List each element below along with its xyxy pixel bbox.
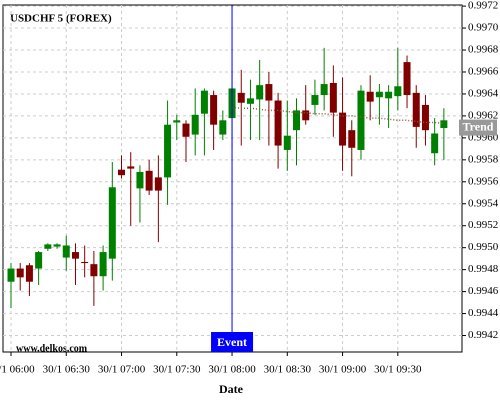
- x-tick-label: 30/1 09:30: [374, 364, 422, 376]
- y-tick-label: 0.9968: [468, 44, 499, 56]
- y-tick-label: 0.9944: [468, 307, 499, 319]
- y-tick-label: 0.9964: [468, 87, 499, 99]
- x-tick-label: 30/1 08:30: [264, 364, 312, 376]
- x-tick-label: 30/1 07:00: [98, 364, 146, 376]
- candle-body: [35, 252, 43, 269]
- y-tick-label: 0.9942: [468, 329, 498, 341]
- candle-body: [164, 124, 172, 178]
- candle-body: [191, 114, 199, 135]
- candle-body: [311, 95, 319, 105]
- watermark: www.delkos.com: [16, 343, 88, 354]
- candle-body: [62, 245, 70, 258]
- candle-body: [44, 244, 52, 249]
- chart-title: USDCHF 5 (FOREX): [10, 13, 112, 25]
- y-tick-label: 0.9972: [468, 0, 498, 12]
- x-tick-label: 30/1 07:30: [153, 364, 201, 376]
- x-tick-label: 30/1 08:00: [208, 364, 256, 376]
- candle-body: [431, 133, 439, 154]
- y-tick-label: 0.9970: [468, 22, 499, 34]
- candle-body: [127, 166, 135, 169]
- candle-body: [293, 110, 301, 131]
- candle-body: [7, 268, 15, 282]
- y-tick-label: 0.9952: [468, 219, 498, 231]
- candle-body: [265, 84, 273, 101]
- candle-body: [25, 265, 33, 282]
- candle-body: [357, 90, 365, 150]
- candle-body: [53, 244, 61, 247]
- event-box: [211, 332, 254, 352]
- candle-body: [71, 252, 79, 259]
- x-tick-label: 30/1 06:00: [0, 364, 35, 376]
- candle-body: [210, 95, 218, 125]
- y-tick-label: 0.9948: [468, 263, 499, 275]
- candle-body: [90, 264, 98, 277]
- event-label: Event: [217, 335, 247, 349]
- candle-body: [283, 135, 291, 150]
- candle-body: [320, 84, 328, 96]
- candle-body: [16, 268, 24, 278]
- candle-body: [385, 91, 393, 99]
- candle-body: [329, 82, 337, 113]
- y-tick-label: 0.9956: [468, 175, 499, 187]
- y-tick-label: 0.9946: [468, 285, 499, 297]
- candle-body: [154, 177, 162, 191]
- candle-body: [339, 112, 347, 146]
- x-tick-label: 30/1 06:30: [43, 364, 91, 376]
- x-axis-label: Date: [219, 382, 244, 396]
- candle-body: [302, 110, 310, 121]
- candle-body: [219, 120, 227, 135]
- y-tick-label: 0.9954: [468, 197, 499, 209]
- candle-body: [366, 91, 374, 102]
- y-tick-label: 0.9966: [468, 66, 499, 78]
- candle-body: [136, 171, 144, 189]
- candle-body: [246, 98, 254, 104]
- candle-body: [108, 187, 116, 259]
- trend-line: [231, 106, 444, 125]
- candle-body: [412, 92, 420, 127]
- candle-body: [182, 123, 190, 137]
- candle-body: [81, 261, 89, 264]
- candle-body: [118, 169, 126, 176]
- candle-body: [99, 252, 107, 277]
- candle-body: [421, 104, 429, 131]
- y-tick-label: 0.9950: [468, 241, 499, 253]
- candle-body: [145, 170, 153, 191]
- candle-body: [403, 62, 411, 96]
- y-tick-label: 0.9962: [468, 109, 498, 121]
- x-tick-label: 30/1 09:00: [319, 364, 367, 376]
- candle-body: [237, 92, 245, 103]
- candle-body: [200, 90, 208, 114]
- candle-body: [394, 86, 402, 97]
- trend-label: Trend: [463, 119, 494, 133]
- candle-body: [375, 91, 383, 98]
- candle-body: [256, 85, 264, 100]
- candle-body: [274, 100, 282, 146]
- candle-body: [348, 130, 356, 148]
- y-tick-label: 0.9958: [468, 153, 499, 165]
- candle-body: [173, 120, 181, 123]
- candle-body: [440, 120, 448, 128]
- trend-label-box: [459, 119, 497, 136]
